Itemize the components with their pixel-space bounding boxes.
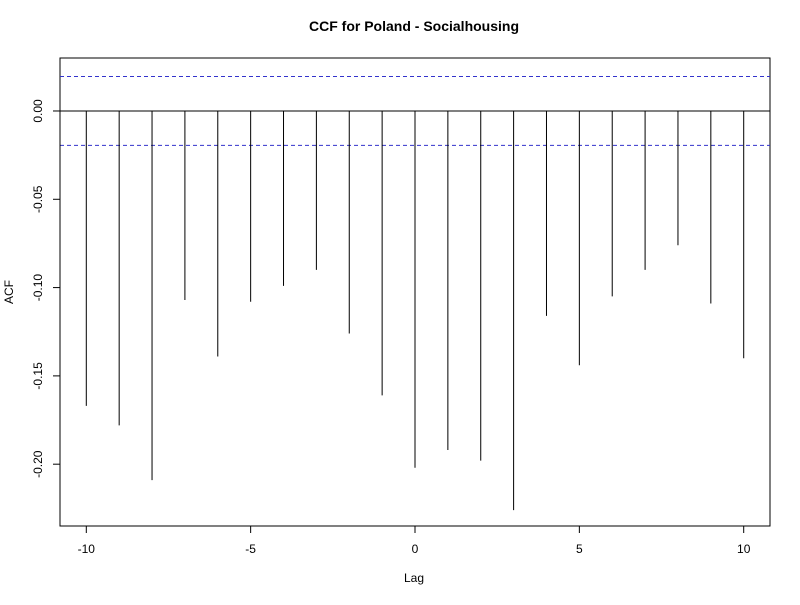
y-tick-label: -0.20 xyxy=(31,450,45,478)
y-tick-label: 0.00 xyxy=(31,99,45,123)
y-axis-label: ACF xyxy=(2,280,16,304)
x-axis: -10 -5 0 5 10 xyxy=(78,525,751,556)
x-tick-label: 0 xyxy=(412,542,419,556)
acf-bars xyxy=(85,110,745,511)
x-tick-label: 10 xyxy=(737,542,751,556)
x-axis-label: Lag xyxy=(404,571,424,585)
x-tick-label: -5 xyxy=(245,542,256,556)
y-tick-label: -0.15 xyxy=(31,362,45,390)
x-tick-label: -10 xyxy=(78,542,96,556)
chart-title: CCF for Poland - Socialhousing xyxy=(309,18,519,34)
y-axis: -0.20 -0.15 -0.10 -0.05 0.00 xyxy=(31,99,61,478)
y-tick-label: -0.05 xyxy=(31,185,45,213)
y-tick-label: -0.10 xyxy=(31,274,45,302)
x-tick-label: 5 xyxy=(576,542,583,556)
